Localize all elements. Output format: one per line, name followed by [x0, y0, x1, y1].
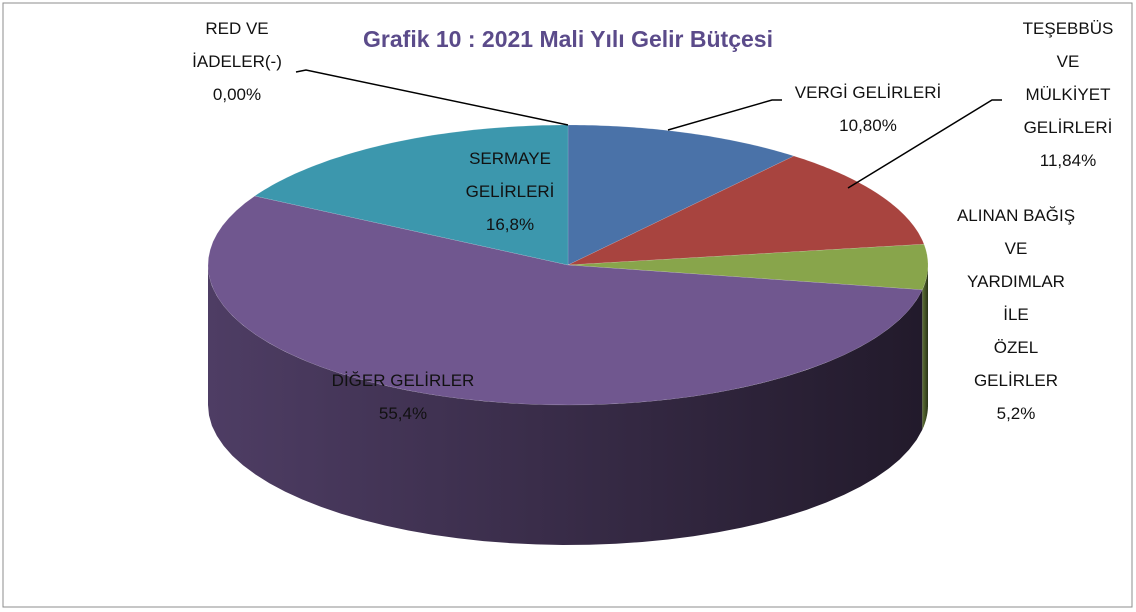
- value-label: 5,2%: [996, 404, 1036, 423]
- category-label: TEŞEBBÜS VE MÜLKİYET GELİRLERİ: [1022, 19, 1114, 137]
- data-label: RED VE İADELER(-) 0,00%: [192, 12, 282, 111]
- data-label: DİĞER GELİRLER 55,4%: [332, 364, 475, 430]
- value-label: 10,80%: [839, 116, 897, 135]
- value-label: 11,84%: [1039, 151, 1097, 170]
- category-label: SERMAYE GELİRLERİ: [465, 149, 555, 201]
- leader-lines: [295, 69, 1002, 189]
- category-label: DİĞER GELİRLER: [331, 371, 475, 390]
- category-label: RED VE İADELER(-): [192, 19, 282, 71]
- category-label: VERGİ GELİRLERİ: [794, 83, 942, 102]
- leader-line: [295, 69, 569, 126]
- slice-side: [922, 265, 928, 430]
- chart-title: Grafik 10 : 2021 Mali Yılı Gelir Bütçesi: [363, 26, 773, 52]
- slice: [207, 195, 923, 406]
- slice: [567, 155, 925, 266]
- value-label: 55,4%: [378, 404, 428, 423]
- slice: [567, 243, 929, 291]
- value-label: 16,8%: [485, 215, 535, 234]
- data-label: VERGİ GELİRLERİ 10,80%: [795, 76, 941, 142]
- data-label: TEŞEBBÜS VE MÜLKİYET GELİRLERİ 11,84%: [1023, 12, 1114, 177]
- value-label: 0,00%: [212, 85, 262, 104]
- slice: [567, 124, 795, 266]
- category-label: ALINAN BAĞIŞ VE YARDIMLAR İLE ÖZEL GELİR…: [956, 206, 1076, 390]
- slice: [254, 124, 569, 266]
- data-label: SERMAYE GELİRLERİ 16,8%: [466, 142, 555, 241]
- leader-line: [847, 99, 1002, 189]
- leader-line: [667, 99, 782, 131]
- data-label: ALINAN BAĞIŞ VE YARDIMLAR İLE ÖZEL GELİR…: [956, 199, 1076, 430]
- slice-side: [208, 265, 923, 545]
